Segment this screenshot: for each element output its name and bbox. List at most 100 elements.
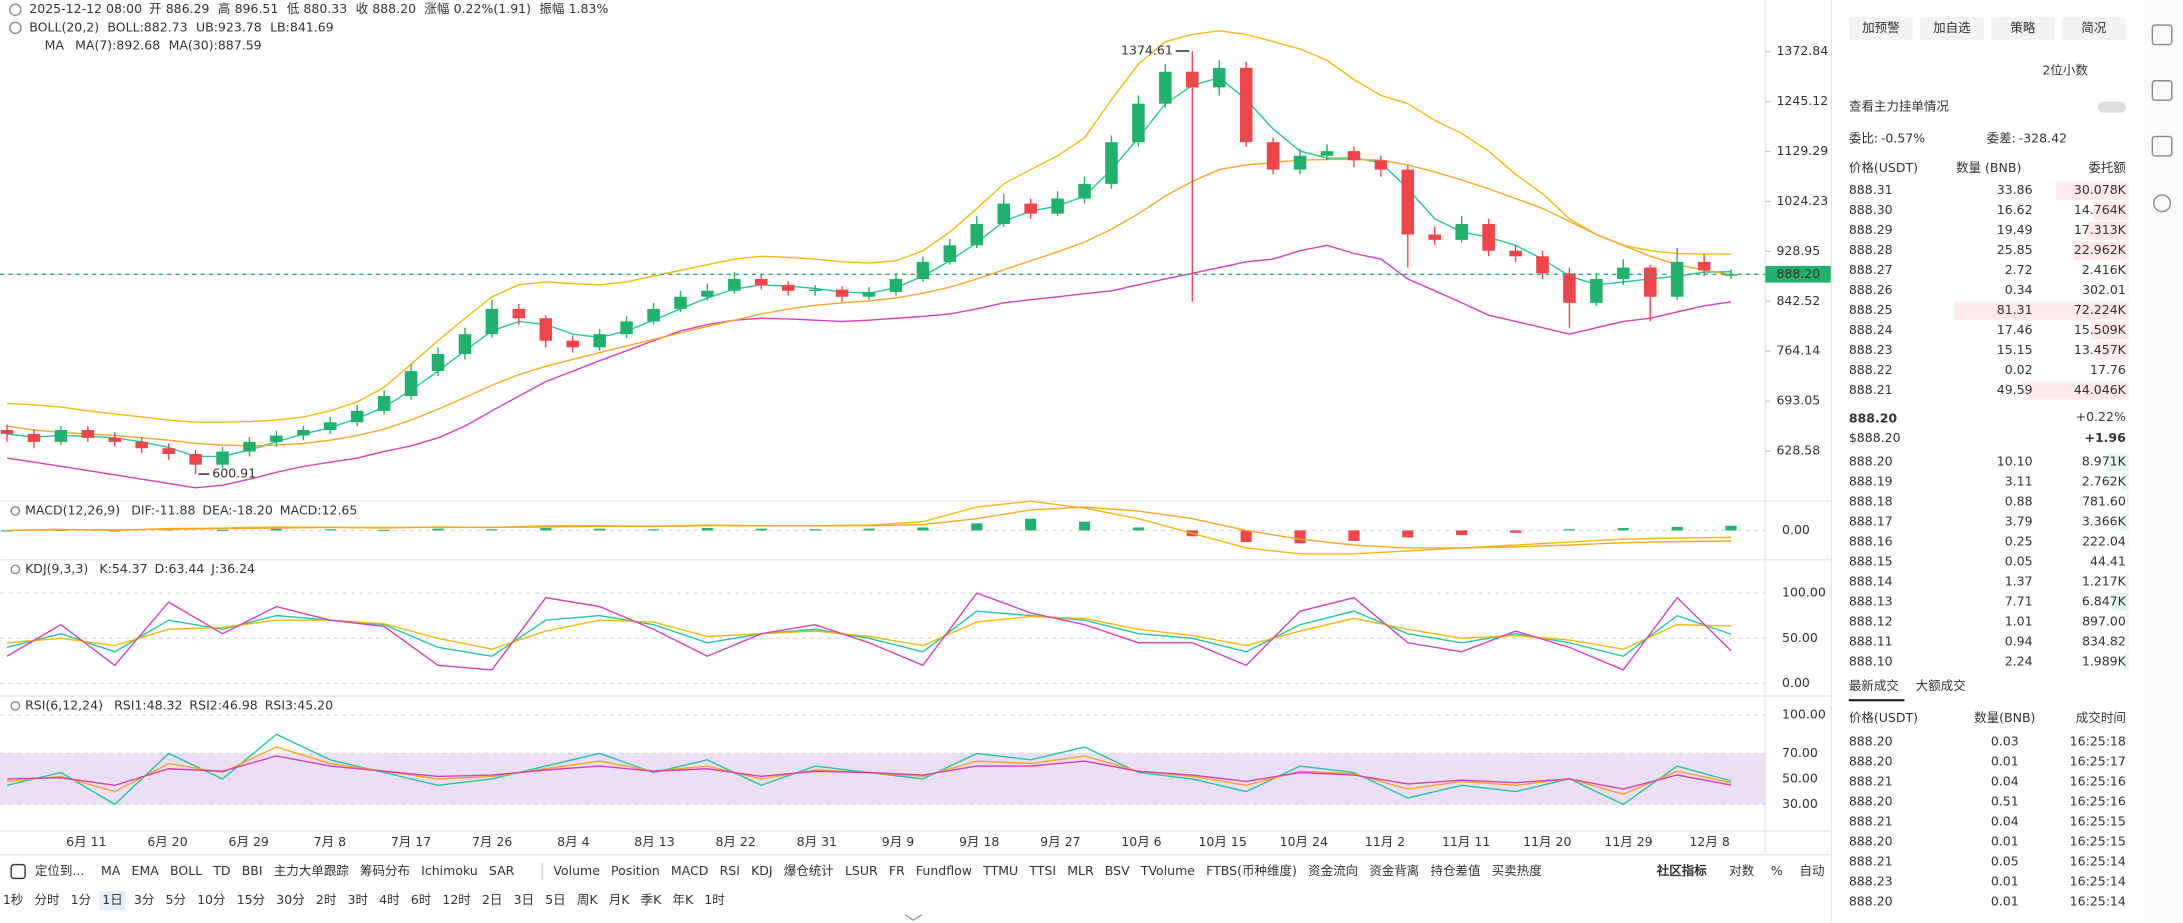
overlay[interactable]: TD	[212, 863, 230, 878]
indicator[interactable]: MACD	[671, 863, 709, 878]
interval[interactable]: 1秒	[3, 892, 23, 907]
trade-tab[interactable]: 最新成交	[1849, 678, 1899, 693]
icon	[10, 564, 21, 575]
book-cell: 81.31	[1997, 302, 2033, 317]
panel-title: KDJ(9,3,3)	[25, 561, 88, 576]
option[interactable]: 对数	[1729, 863, 1755, 878]
book-cell: 16.62	[1997, 202, 2033, 217]
boll-title: BOLL(20,2)	[29, 19, 99, 34]
book-cell: 888.20	[1849, 454, 1893, 469]
overlay-legend: MA(7):892.68	[75, 37, 160, 52]
indicator[interactable]: 买卖热度	[1492, 863, 1543, 878]
interval[interactable]: 4时	[379, 892, 400, 907]
indicator[interactable]: FTBS(币种维度)	[1206, 863, 1297, 878]
indicator[interactable]: MLR	[1067, 863, 1094, 878]
overlay[interactable]: Ichimoku	[421, 863, 478, 878]
book-cell: 17.313K	[2074, 222, 2127, 237]
rail-icon[interactable]	[2153, 194, 2172, 213]
side-button-label[interactable]: 策略	[2010, 20, 2036, 35]
interval[interactable]: 1时	[704, 892, 725, 907]
interval[interactable]: 季K	[641, 892, 663, 907]
candle-body	[997, 203, 1010, 224]
interval[interactable]: 30分	[276, 892, 305, 907]
candle-body	[970, 223, 984, 246]
rail-icon[interactable]	[2151, 24, 2173, 46]
interval[interactable]: 3日	[514, 892, 534, 907]
indicator[interactable]: 持仓差值	[1430, 863, 1480, 878]
overlay[interactable]: 筹码分布	[360, 863, 410, 878]
interval[interactable]: 10分	[197, 892, 226, 907]
overlay[interactable]: BBI	[242, 863, 263, 878]
y-tick-label: 1024.23	[1776, 193, 1828, 208]
community-indicators[interactable]: 社区指标	[1656, 863, 1708, 878]
indicator[interactable]: KDJ	[751, 863, 773, 878]
rail-icon[interactable]	[2151, 80, 2173, 101]
side-button[interactable]	[1848, 16, 1913, 41]
indicator-line	[6, 610, 1732, 658]
interval[interactable]: 3时	[348, 892, 369, 907]
candle-body	[1159, 71, 1172, 104]
indicator[interactable]: FR	[889, 863, 905, 878]
interval[interactable]: 5分	[165, 892, 186, 907]
candle-body	[0, 430, 14, 434]
overlay[interactable]: SAR	[489, 863, 515, 878]
indicator[interactable]: Volume	[553, 863, 600, 878]
interval[interactable]: 6时	[411, 892, 432, 907]
depth-link[interactable]: 查看主力挂单情况	[1849, 99, 1950, 114]
indicator[interactable]: TTSI	[1028, 863, 1056, 878]
side-button-label[interactable]: 加自选	[1933, 20, 1971, 35]
indicator[interactable]: 资金流向	[1308, 863, 1358, 878]
indicator[interactable]: RSI	[720, 863, 740, 878]
decimals[interactable]: 2位小数	[2042, 63, 2088, 78]
side-button-label[interactable]: 加预警	[1862, 20, 1900, 35]
book-cell: 888.12	[1849, 614, 1893, 629]
trade-tab[interactable]: 大额成交	[1916, 678, 1966, 693]
last-price-usd: $888.20	[1849, 430, 1901, 445]
last-price-label: 888.20	[1776, 266, 1820, 281]
interval[interactable]: 3分	[134, 892, 155, 907]
interval[interactable]: 12时	[442, 892, 471, 907]
side-button[interactable]	[2061, 16, 2126, 41]
side-button[interactable]	[1990, 16, 2055, 41]
x-tick-label: 7月 8	[314, 834, 346, 849]
toggle[interactable]	[2098, 101, 2126, 113]
trade-cell: 888.21	[1849, 853, 1893, 868]
interval[interactable]: 年K	[672, 892, 694, 907]
rail-icon[interactable]	[2151, 135, 2173, 157]
indicator[interactable]: BSV	[1105, 863, 1130, 878]
indicator[interactable]: TVolume	[1140, 863, 1195, 878]
indicator[interactable]: TTMU	[982, 863, 1018, 878]
interval[interactable]: 1分	[71, 892, 92, 907]
candle-body	[701, 290, 714, 297]
macd-bar	[755, 528, 767, 531]
indicator[interactable]: 爆仓统计	[784, 863, 834, 878]
interval[interactable]: 2日	[482, 892, 502, 907]
candle-body	[593, 334, 606, 348]
interval[interactable]: 1日	[102, 892, 122, 907]
interval[interactable]: 2时	[316, 892, 337, 907]
indicator[interactable]: Position	[611, 863, 660, 878]
side-button[interactable]	[1919, 16, 1984, 41]
overlay[interactable]: MA	[101, 863, 121, 878]
candle-body	[1186, 71, 1199, 88]
interval[interactable]: 周K	[577, 892, 599, 907]
locate-button[interactable]: 定位到...	[35, 863, 84, 878]
icon	[9, 21, 22, 35]
interval[interactable]: 月K	[609, 892, 631, 907]
interval[interactable]: 15分	[237, 892, 266, 907]
collapse-handle[interactable]	[904, 914, 923, 922]
interval[interactable]: 分时	[34, 892, 60, 907]
field-label: 收	[356, 1, 369, 16]
panel-legend: MACD:12.65	[280, 502, 358, 517]
overlay[interactable]: 主力大单跟踪	[274, 863, 350, 878]
indicator[interactable]: 资金背离	[1369, 863, 1419, 878]
field-value: 886.29	[166, 1, 210, 16]
side-button-label[interactable]: 简况	[2081, 20, 2107, 35]
interval[interactable]: 5日	[545, 892, 565, 907]
indicator[interactable]: LSUR	[845, 863, 878, 878]
option[interactable]: %	[1771, 863, 1783, 878]
overlay[interactable]: BOLL	[170, 863, 202, 878]
option[interactable]: 自动	[1799, 863, 1824, 878]
overlay[interactable]: EMA	[132, 863, 160, 878]
indicator[interactable]: Fundflow	[916, 863, 972, 878]
